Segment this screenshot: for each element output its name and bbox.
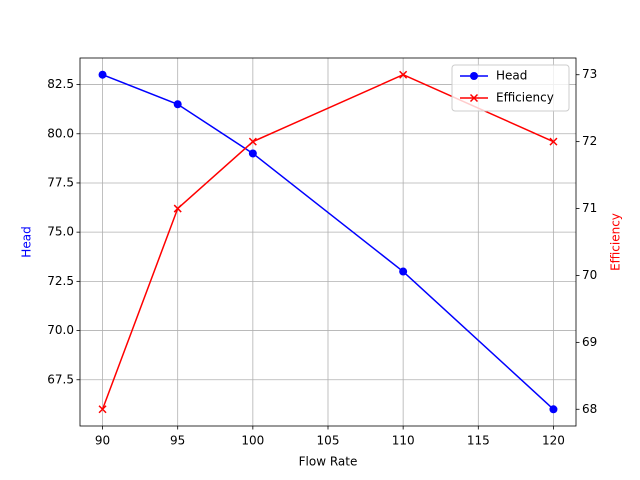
x-tick-label: 95 [170,434,185,448]
marker [173,204,182,213]
y2-axis-label: Efficiency [609,213,623,271]
y-tick-label: 75.0 [47,225,74,239]
y2-tick-label: 69 [582,335,597,349]
y-tick-label: 82.5 [47,77,74,91]
y2-tick-label: 68 [582,402,597,416]
y2-tick-label: 70 [582,268,597,282]
marker [549,405,558,414]
x-tick-label: 120 [542,434,565,448]
y-axis-label: Head [20,226,34,257]
marker [469,93,479,103]
y2-tick-label: 72 [582,134,597,148]
marker [248,137,257,146]
y2-tick-label: 73 [582,67,597,81]
marker [173,100,182,109]
marker [399,267,408,276]
y-tick-label: 70.0 [47,323,74,337]
marker [470,72,478,80]
marker [98,405,107,414]
marker [399,70,408,79]
y-tick-label: 80.0 [47,126,74,140]
y2-tick-label: 71 [582,201,597,215]
y-tick-label: 67.5 [47,372,74,386]
y-tick-label: 72.5 [47,274,74,288]
x-tick-label: 115 [467,434,490,448]
y-tick-label: 77.5 [47,175,74,189]
marker [98,70,107,79]
x-tick-label: 105 [317,434,340,448]
legend-label: Efficiency [496,91,554,105]
x-tick-label: 110 [392,434,415,448]
legend-label: Head [496,69,527,83]
marker [549,137,558,146]
x-axis-label: Flow Rate [299,455,358,469]
x-tick-label: 90 [95,434,110,448]
marker [248,149,257,158]
legend: Head Efficiency [451,64,570,112]
x-tick-label: 100 [241,434,264,448]
plot-frame [79,57,577,427]
